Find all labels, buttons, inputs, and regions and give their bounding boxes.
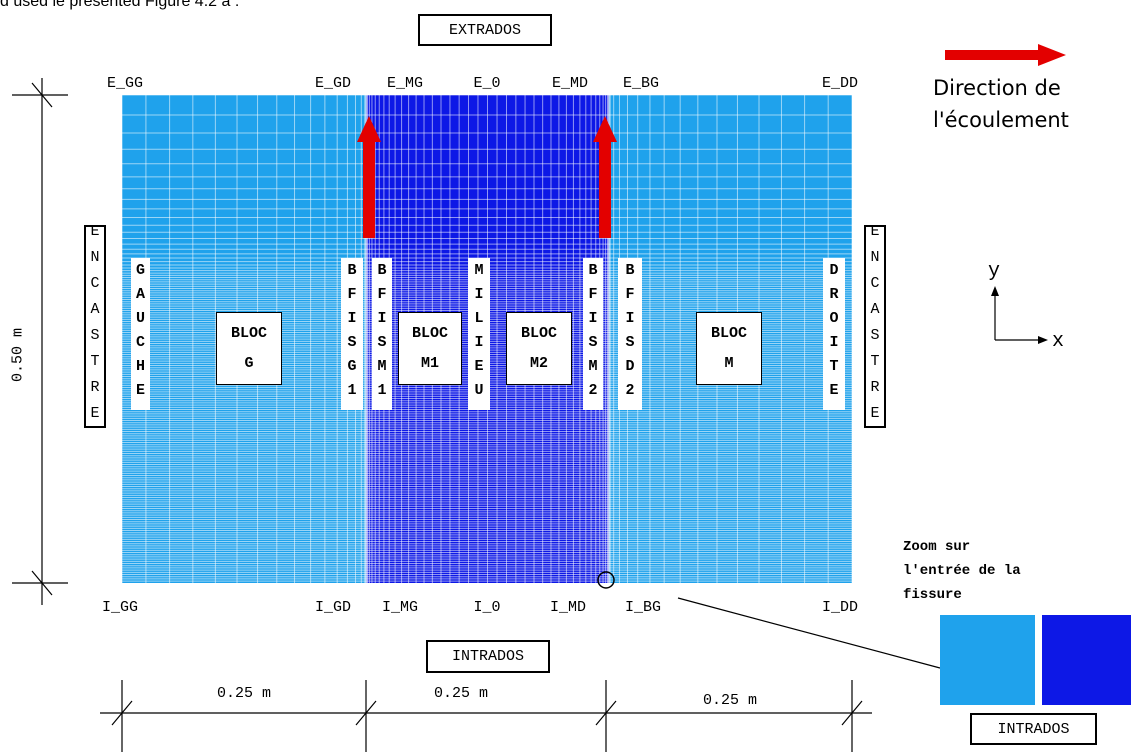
width-dimension: 0.25 m — [433, 685, 489, 702]
block-label: BLOC M — [696, 312, 762, 385]
zone-label: MILIEU — [468, 258, 490, 410]
flow-direction: Direction de — [933, 76, 1061, 100]
height-dimension: 0.50 m — [9, 327, 27, 383]
zoom-dark — [1042, 615, 1131, 705]
block-label: BLOC M2 — [506, 312, 572, 385]
zoom-caption: l'entrée de la — [903, 563, 1021, 579]
bottom-point-label: I_MG — [381, 599, 419, 616]
intrados-label: INTRADOS — [426, 640, 550, 673]
zoom-light — [940, 615, 1035, 705]
bottom-point-label: I_MD — [549, 599, 587, 616]
width-dimension: 0.25 m — [216, 685, 272, 702]
y-axis-arrow — [991, 286, 999, 296]
top-point-label: E_0 — [473, 75, 501, 92]
axis-x-label: x — [1052, 330, 1065, 353]
block-label-line: M1 — [420, 354, 439, 372]
zoom-caption: Zoom sur — [903, 539, 971, 555]
caption-fragment: d used le presented Figure 4.2 a : — [0, 0, 240, 10]
dimension-lines — [12, 78, 1042, 752]
block-label-line: M — [724, 354, 734, 372]
block-label-line: BLOC — [411, 325, 448, 343]
block-label: BLOC M1 — [398, 312, 462, 385]
zone-label: BFISG1 — [341, 258, 363, 410]
encastre-right: ENCASTRE — [864, 223, 886, 431]
top-point-label: E_GG — [106, 75, 144, 92]
x-axis-arrow — [1038, 336, 1048, 344]
block-label-line: BLOC — [230, 325, 267, 343]
top-point-label: E_GD — [314, 75, 352, 92]
extrados-label: EXTRADOS — [418, 14, 552, 46]
top-point-label: E_MG — [386, 75, 424, 92]
top-point-label: E_MD — [551, 75, 589, 92]
zone-label: BFISD2 — [618, 258, 642, 410]
block-label-line: BLOC — [520, 325, 557, 343]
flow-direction: l'écoulement — [933, 108, 1069, 132]
top-point-label: E_BG — [622, 75, 660, 92]
zone-label: DROITE — [823, 258, 845, 410]
block-label-line: BLOC — [710, 325, 747, 343]
zoom-caption: fissure — [903, 587, 962, 603]
encastre-left: ENCASTRE — [84, 223, 106, 431]
top-point-label: E_DD — [821, 75, 859, 92]
bottom-point-label: I_BG — [624, 599, 662, 616]
axis-y-label: y — [988, 260, 1001, 283]
bottom-point-label: I_DD — [821, 599, 859, 616]
zone-label: GAUCHE — [131, 258, 150, 410]
zoom-intrados-label: INTRADOS — [970, 713, 1097, 745]
bottom-point-label: I_GD — [314, 599, 352, 616]
width-dimension: 0.25 m — [702, 692, 758, 709]
zone-label: BFISM2 — [583, 258, 603, 410]
block-label-line: G — [244, 354, 254, 372]
block-label: BLOC G — [216, 312, 282, 385]
zone-label: BFISM1 — [372, 258, 392, 410]
block-label-line: M2 — [529, 354, 548, 372]
bottom-point-label: I_GG — [101, 599, 139, 616]
bottom-point-label: I_0 — [473, 599, 501, 616]
flow-arrows — [357, 44, 1066, 238]
